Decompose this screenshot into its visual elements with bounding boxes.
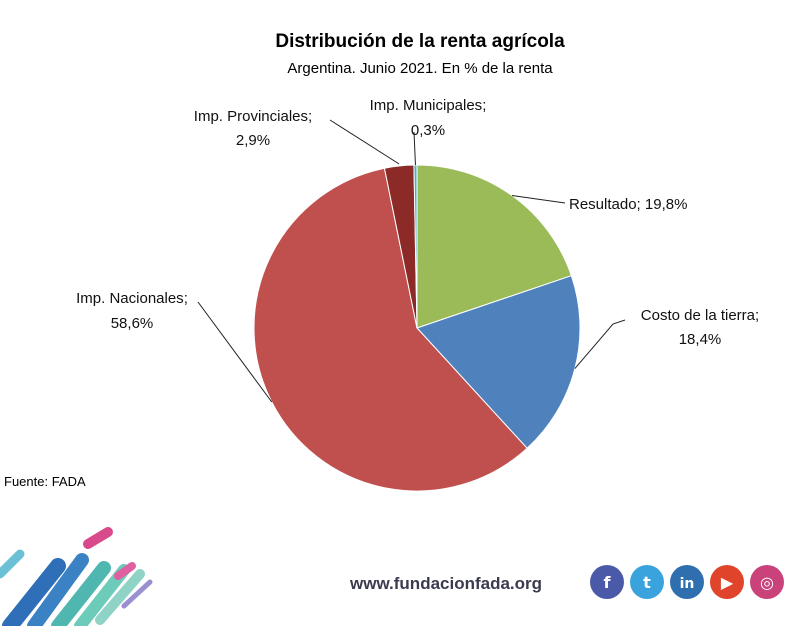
svg-text:Imp. Municipales;: Imp. Municipales;	[370, 97, 487, 114]
linkedin-icon[interactable]: in	[670, 565, 704, 599]
slice-label-imp-nacionales: Imp. Nacionales	[76, 290, 184, 307]
label-imp-municipales: Imp. Municipales; 0,3%	[370, 97, 487, 139]
chart-subtitle: Argentina. Junio 2021. En % de la renta	[287, 60, 553, 77]
svg-text:in: in	[680, 576, 695, 592]
slice-value-resultado: 19,8%	[645, 196, 688, 213]
slice-label-imp-provinciales: Imp. Provinciales	[194, 108, 308, 125]
svg-text:f: f	[604, 573, 612, 592]
slice-value-costo-tierra: 18,4%	[679, 331, 722, 348]
pie-slices	[253, 164, 581, 492]
leader-line-resultado	[511, 195, 566, 204]
instagram-icon[interactable]: ◎	[750, 565, 784, 599]
pie-slice-resultado	[416, 164, 573, 329]
svg-text:Imp. Provinciales;: Imp. Provinciales;	[194, 108, 312, 125]
leader-lines	[197, 119, 626, 403]
facebook-icon[interactable]: f	[590, 565, 624, 599]
leader-line-imp-municipales	[413, 131, 416, 166]
twitter-icon[interactable]: t	[630, 565, 664, 599]
svg-text:t: t	[643, 573, 651, 592]
label-imp-nacionales: Imp. Nacionales; 58,6%	[76, 290, 188, 332]
leader-line-imp-nacionales	[197, 301, 273, 403]
svg-text:Imp. Nacionales;: Imp. Nacionales;	[76, 290, 188, 307]
label-resultado: Resultado; 19,8%	[569, 196, 687, 213]
source-note: Fuente: FADA	[4, 474, 86, 489]
label-costo-tierra: Costo de la tierra; 18,4%	[641, 307, 759, 348]
youtube-icon[interactable]: ▶	[710, 565, 744, 599]
slice-value-imp-provinciales: 2,9%	[236, 132, 270, 149]
svg-text:Resultado; 19,8%: Resultado; 19,8%	[569, 196, 687, 213]
slice-value-imp-nacionales: 58,6%	[111, 315, 154, 332]
pie-slice-costo-tierra	[416, 275, 581, 449]
svg-text:◎: ◎	[760, 573, 774, 592]
brand-decoration	[0, 527, 153, 626]
svg-text:Costo de la tierra;: Costo de la tierra;	[641, 307, 759, 324]
label-imp-provinciales: Imp. Provinciales; 2,9%	[194, 108, 312, 149]
slice-label-costo-tierra: Costo de la tierra	[641, 307, 756, 324]
slice-value-imp-municipales: 0,3%	[411, 122, 445, 139]
slice-label-resultado: Resultado	[569, 196, 637, 213]
svg-text:▶: ▶	[721, 573, 734, 592]
leader-line-imp-provinciales	[329, 119, 400, 165]
pie-slice-imp-nacionales	[253, 167, 528, 492]
leader-line-costo-tierra	[574, 319, 626, 369]
chart-title: Distribución de la renta agrícola	[275, 31, 565, 52]
website-link[interactable]: www.fundacionfada.org	[349, 574, 542, 593]
slice-label-imp-municipales: Imp. Municipales	[370, 97, 483, 114]
social-icons: f t in ▶ ◎	[590, 565, 784, 599]
pie-slice-imp-municipales	[413, 164, 418, 329]
